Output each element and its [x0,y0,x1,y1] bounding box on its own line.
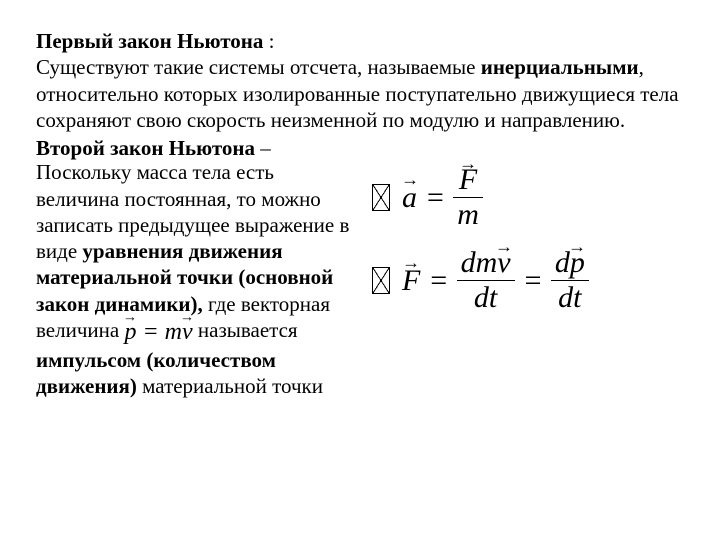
inline-eq-p-mv: p = mv [124,317,192,347]
vector-a: a [402,179,417,217]
m-den: m [453,200,483,230]
vector-v-num: v [497,248,510,278]
d-den-1: d [474,281,489,314]
fraction-F-m: F m [453,165,483,230]
law1-paragraph: Первый закон Ньютона : Существуют такие … [36,28,684,133]
vector-F-num: F [459,165,477,195]
equals-inline: = [142,319,158,345]
t-den-2: t [573,281,581,314]
law1-text-a: Существуют такие системы отсчета, называ… [36,55,481,79]
law2-body-d: называется [198,318,298,342]
d-num-1: d [461,246,476,279]
fraction-dmv-dt: dmv dt [457,248,515,313]
equals-1: = [425,179,445,217]
t-den-1: t [489,281,497,314]
placeholder-icon [372,184,390,211]
law2-body-f: материальной точки [137,374,323,398]
two-column-row: Поскольку масса тела есть величина посто… [36,159,684,399]
equation-F-dmv-dp: F = dmv dt = dp [372,248,684,313]
vector-p-num: p [570,248,585,278]
law1-colon: : [263,29,274,53]
law2-dash: – [255,136,271,160]
placeholder-icon [372,267,390,294]
vector-p-inline: p [124,317,136,347]
d-den-2: d [558,281,573,314]
law1-bold: инерциальными [481,55,639,79]
equals-2b: = [523,262,543,300]
law1-title: Первый закон Ньютона [36,29,263,53]
page: Первый закон Ньютона : Существуют такие … [0,0,720,540]
equations-column: a = F m F = dmv dt [364,159,684,331]
vector-F: F [402,262,420,300]
law2-heading-line: Второй закон Ньютона – [36,135,684,161]
vector-v-inline: v [182,317,193,347]
equation-a-F-over-m: a = F m [372,165,684,230]
law2-text-column: Поскольку масса тела есть величина посто… [36,159,364,399]
equals-2a: = [428,262,448,300]
law2-title: Второй закон Ньютона [36,136,255,160]
fraction-dp-dt: dp dt [551,248,589,313]
